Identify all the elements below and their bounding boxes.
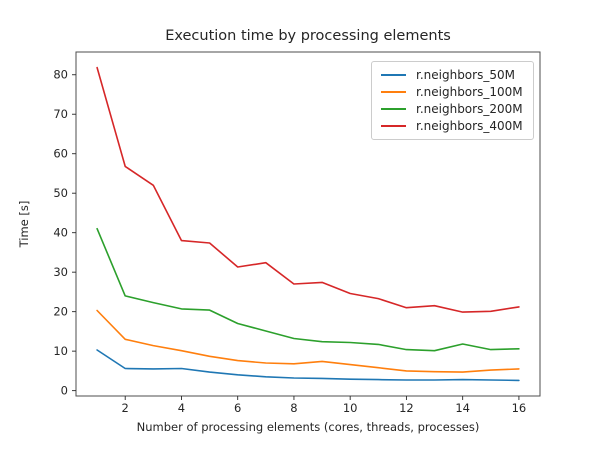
series-line-r.neighbors_100M: [96, 309, 520, 373]
y-tick-label: 40: [53, 226, 68, 240]
x-tick-label: 16: [512, 401, 527, 415]
y-tick-label: 60: [53, 147, 68, 161]
x-tick-label: 14: [455, 401, 470, 415]
legend-item: r.neighbors_200M: [372, 101, 533, 117]
chart-title: Execution time by processing elements: [165, 28, 451, 44]
legend-item: r.neighbors_50M: [372, 67, 533, 83]
x-tick-label: 12: [399, 401, 414, 415]
legend-item: r.neighbors_400M: [372, 118, 533, 134]
legend: r.neighbors_50M r.neighbors_100M r.neighbo…: [371, 61, 534, 140]
y-tick-label: 50: [53, 186, 68, 200]
axes-frame: [75, 51, 541, 397]
x-tick-label: 10: [343, 401, 358, 415]
legend-line-swatch: [381, 73, 406, 76]
x-tick-label: 8: [290, 401, 297, 415]
y-tick-label: 30: [53, 265, 68, 279]
series-line-r.neighbors_50M: [96, 349, 520, 382]
legend-item: r.neighbors_100M: [372, 84, 533, 100]
legend-label: r.neighbors_200M: [416, 102, 523, 117]
x-tick-label: 6: [234, 401, 241, 415]
legend-line-swatch: [381, 90, 406, 93]
legend-label: r.neighbors_400M: [416, 119, 523, 134]
y-tick-label: 70: [53, 107, 68, 121]
series-line-r.neighbors_400M: [96, 66, 520, 313]
y-tick-label: 0: [61, 384, 68, 398]
x-tick-label: 2: [122, 401, 129, 415]
x-axis-label: Number of processing elements (cores, th…: [136, 420, 480, 434]
y-tick-label: 10: [53, 344, 68, 358]
x-tick-label: 4: [178, 401, 185, 415]
legend-line-swatch: [381, 108, 406, 111]
y-tick-label: 20: [53, 305, 68, 319]
y-tick-label: 80: [53, 68, 68, 82]
legend-label: r.neighbors_50M: [416, 67, 515, 82]
series-line-r.neighbors_200M: [96, 227, 520, 352]
legend-line-swatch: [381, 125, 406, 128]
legend-label: r.neighbors_100M: [416, 84, 523, 99]
